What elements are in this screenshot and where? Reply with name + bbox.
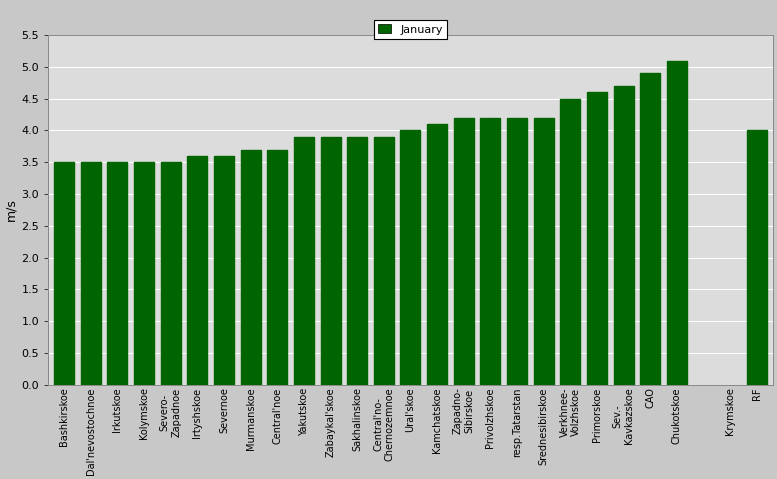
Bar [294,137,314,385]
Bar [454,118,474,385]
Bar [134,162,154,385]
Bar [667,60,687,385]
Bar [427,124,447,385]
Bar [534,118,554,385]
Bar [107,162,127,385]
Bar [214,156,234,385]
Bar [747,130,767,385]
Bar [347,137,368,385]
Bar [54,162,74,385]
Bar [241,149,260,385]
Bar [400,130,420,385]
Bar [321,137,340,385]
Bar [161,162,181,385]
Bar [507,118,527,385]
Bar [560,99,580,385]
Y-axis label: m/s: m/s [4,198,17,221]
Bar [267,149,287,385]
Bar [81,162,101,385]
Legend: January: January [374,20,448,39]
Bar [587,92,607,385]
Bar [614,86,633,385]
Bar [640,73,660,385]
Bar [374,137,394,385]
Bar [187,156,207,385]
Bar [480,118,500,385]
